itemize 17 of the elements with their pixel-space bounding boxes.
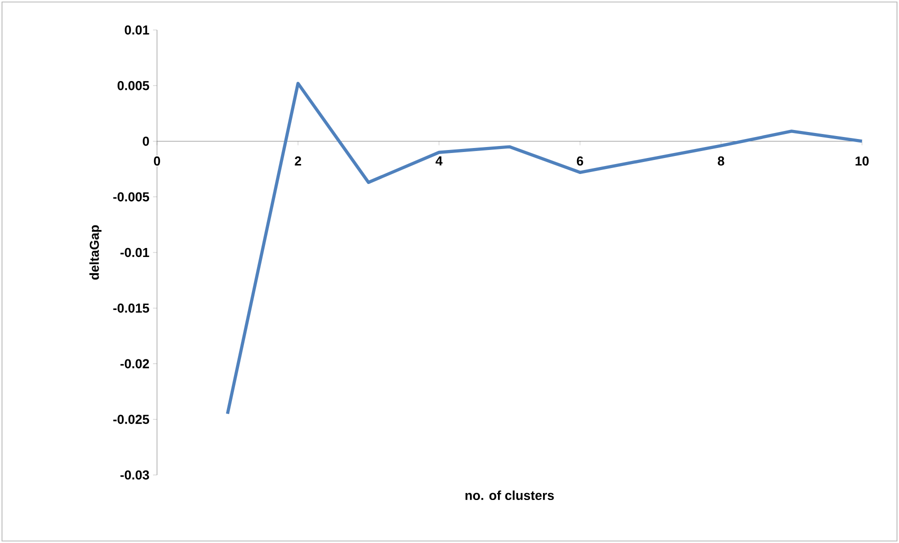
y-tick-label: -0.015 [113,304,150,313]
y-tick-label: 0.01 [124,25,150,35]
y-tick-label: 0 [142,136,149,146]
x-tick-label: 8 [718,156,724,166]
y-axis-title: deltaGap [89,225,102,280]
y-tick-label: -0.01 [120,248,150,258]
x-tick-label: 2 [294,156,302,166]
y-tick-label: -0.03 [120,470,150,480]
x-tick-label: 4 [436,156,443,166]
y-tick-label: 0.005 [118,81,150,90]
y-tick-label: -0.005 [113,192,150,202]
y-tick-label: -0.02 [120,359,149,368]
x-tick-label: 0 [154,156,160,166]
x-axis-title: no. of clusters [466,490,554,500]
x-tick-label: 10 [856,156,869,166]
x-tick-label: 6 [576,156,584,166]
y-tick-label: -0.025 [113,414,150,424]
